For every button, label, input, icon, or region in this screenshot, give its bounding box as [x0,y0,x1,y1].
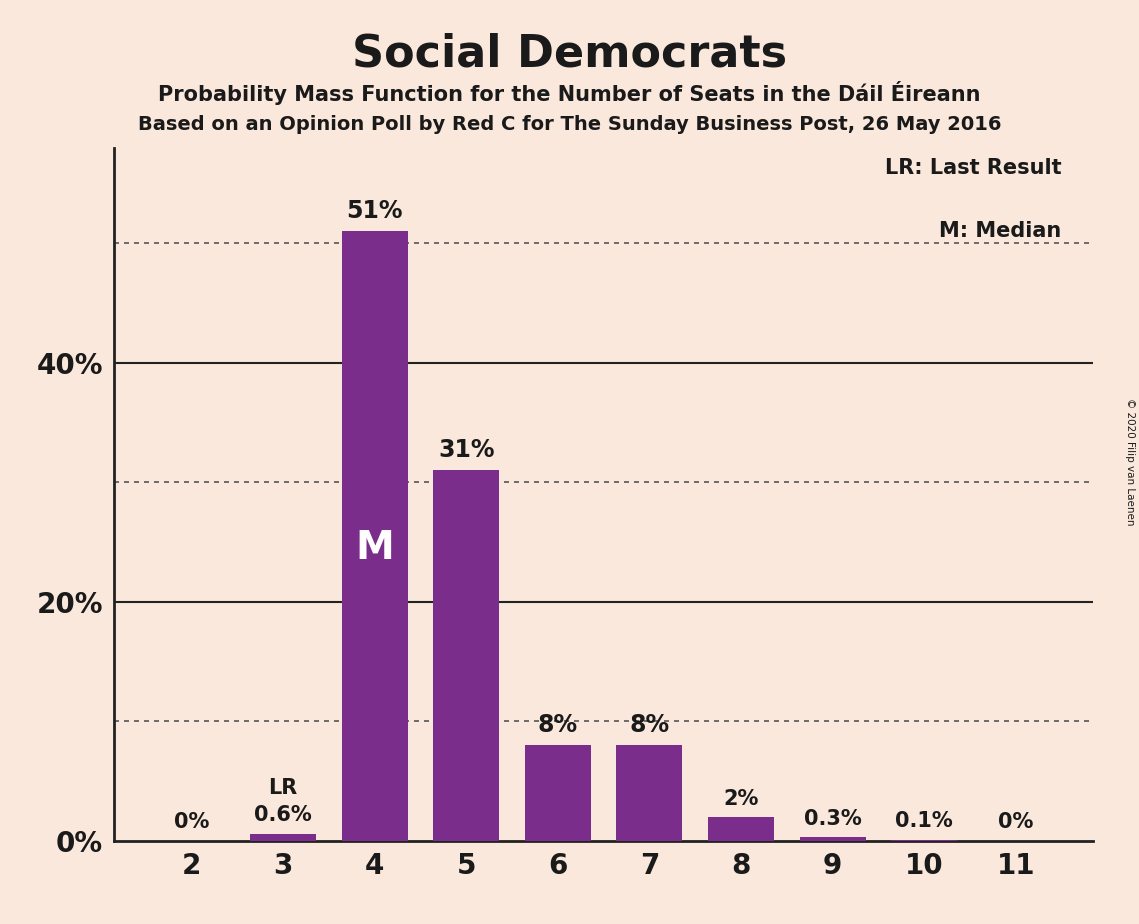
Text: 0.3%: 0.3% [804,808,861,829]
Text: 31%: 31% [439,438,494,462]
Text: M: M [355,529,394,567]
Text: 0.1%: 0.1% [895,811,953,832]
Text: Social Democrats: Social Democrats [352,32,787,76]
Bar [616,746,682,841]
Bar [525,746,591,841]
Text: M: Median: M: Median [940,221,1062,240]
Bar [708,817,775,841]
Text: LR: Last Result: LR: Last Result [885,158,1062,178]
Text: 2%: 2% [723,788,759,808]
Text: 8%: 8% [538,713,577,737]
Bar [800,837,866,841]
Text: Probability Mass Function for the Number of Seats in the Dáil Éireann: Probability Mass Function for the Number… [158,81,981,105]
Text: 8%: 8% [630,713,670,737]
Text: Based on an Opinion Poll by Red C for The Sunday Business Post, 26 May 2016: Based on an Opinion Poll by Red C for Th… [138,116,1001,135]
Text: LR: LR [269,778,297,797]
Text: 0%: 0% [998,812,1033,833]
Text: 51%: 51% [346,199,403,223]
Bar [433,470,499,841]
Text: © 2020 Filip van Laenen: © 2020 Filip van Laenen [1125,398,1134,526]
Text: 0.6%: 0.6% [254,806,312,825]
Bar [892,840,957,841]
Bar [251,833,316,841]
Text: 0%: 0% [174,812,210,833]
Bar [342,232,408,841]
